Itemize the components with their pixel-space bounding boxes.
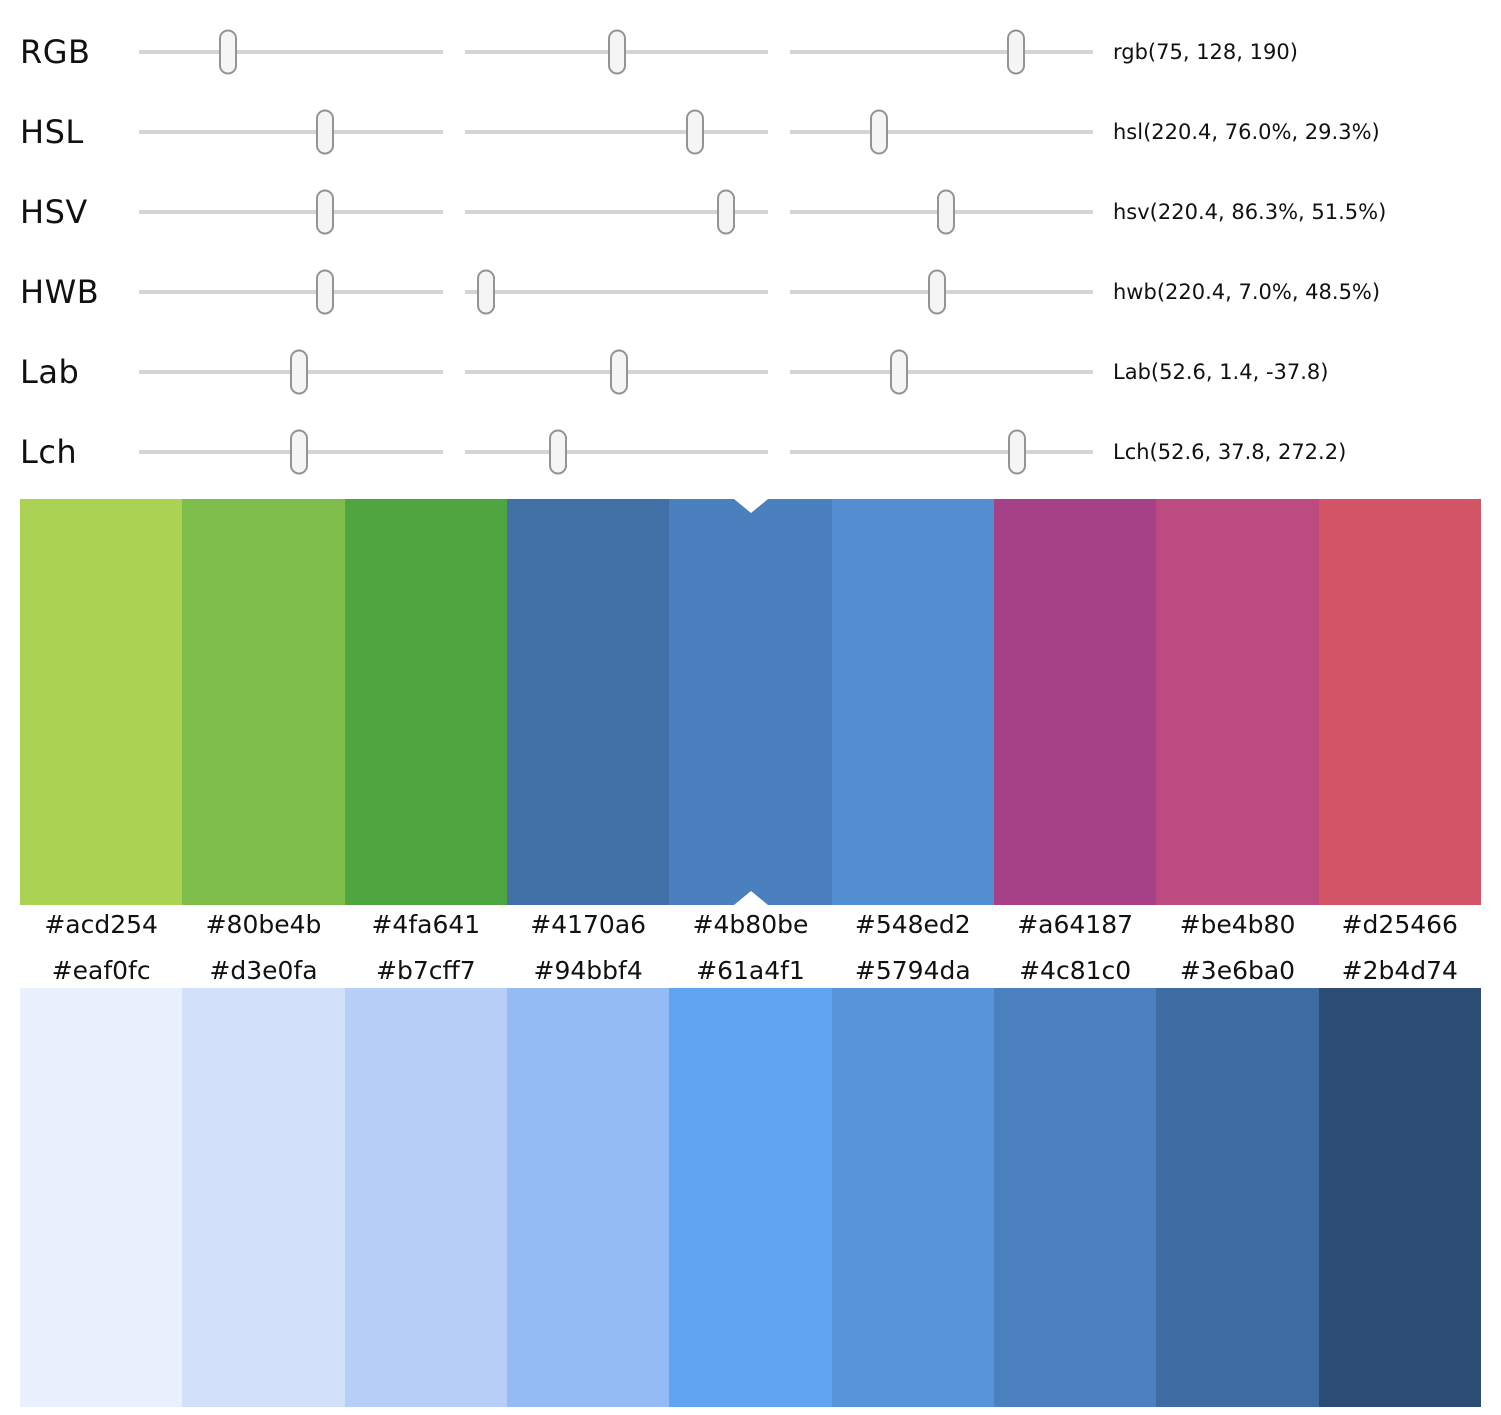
hsl-channel2-thumb[interactable] — [686, 109, 705, 155]
hex-label: #4fa641 — [371, 910, 481, 939]
hex-label: #a64187 — [1017, 910, 1134, 939]
hsl-channel1-thumb[interactable] — [316, 109, 335, 155]
hex-label: #4c81c0 — [1019, 956, 1132, 985]
hsl-channel1-track[interactable] — [139, 109, 443, 155]
colorspace-label-hsl: HSL — [20, 113, 84, 151]
lch-channel1-track[interactable] — [139, 429, 443, 475]
colorspace-label-hsv: HSV — [20, 193, 88, 231]
hex-label: #3e6ba0 — [1179, 956, 1296, 985]
colorspace-label-rgb: RGB — [20, 33, 91, 71]
shade-swatch-4[interactable] — [506, 988, 670, 1407]
hsv-value-text: hsv(220.4, 86.3%, 51.5%) — [1113, 200, 1387, 224]
hue-swatch-6[interactable] — [831, 499, 994, 905]
hue-palette — [20, 499, 1481, 905]
colorspace-label-hwb: HWB — [20, 273, 100, 311]
lab-channel2-track[interactable] — [465, 349, 768, 395]
hue-swatch-1[interactable] — [20, 499, 183, 905]
hex-label: #94bbf4 — [533, 956, 643, 985]
hsv-channel2-track[interactable] — [465, 189, 768, 235]
hwb-channel3-thumb[interactable] — [927, 269, 946, 315]
hwb-channel2-track[interactable] — [465, 269, 768, 315]
slider-row-lab: Lab Lab(52.6, 1.4, -37.8) — [0, 332, 1501, 412]
rgb-channel2-thumb[interactable] — [608, 29, 627, 75]
shade-swatch-2[interactable] — [182, 988, 345, 1407]
hex-label: #be4b80 — [1179, 910, 1296, 939]
shade-palette — [20, 988, 1481, 1407]
hue-hex-label-row: #acd254 #80be4b #4fa641 #4170a6 #4b80be … — [20, 910, 1481, 940]
shade-swatch-6[interactable] — [831, 988, 994, 1407]
lch-value-text: Lch(52.6, 37.8, 272.2) — [1113, 440, 1347, 464]
lch-channel2-track[interactable] — [465, 429, 768, 475]
hex-label: #acd254 — [44, 910, 158, 939]
shade-swatch-3[interactable] — [344, 988, 507, 1407]
slider-row-lch: Lch Lch(52.6, 37.8, 272.2) — [0, 412, 1501, 492]
slider-row-hwb: HWB hwb(220.4, 7.0%, 48.5%) — [0, 252, 1501, 332]
hwb-value-text: hwb(220.4, 7.0%, 48.5%) — [1113, 280, 1381, 304]
shade-swatch-9[interactable] — [1318, 988, 1481, 1407]
hsl-channel3-thumb[interactable] — [869, 109, 888, 155]
shade-swatch-1[interactable] — [20, 988, 183, 1407]
selection-notch-bottom-icon — [734, 891, 768, 905]
hue-swatch-2[interactable] — [182, 499, 345, 905]
hex-label: #d3e0fa — [209, 956, 318, 985]
hwb-channel1-thumb[interactable] — [316, 269, 335, 315]
lab-channel3-thumb[interactable] — [890, 349, 909, 395]
shade-swatch-5[interactable] — [669, 988, 832, 1407]
lab-channel1-thumb[interactable] — [289, 349, 308, 395]
rgb-channel1-track[interactable] — [139, 29, 443, 75]
hsv-channel3-track[interactable] — [790, 189, 1093, 235]
rgb-channel3-track[interactable] — [790, 29, 1093, 75]
hex-label: #61a4f1 — [696, 956, 805, 985]
lab-channel1-track[interactable] — [139, 349, 443, 395]
shade-swatch-8[interactable] — [1156, 988, 1319, 1407]
lch-channel2-thumb[interactable] — [549, 429, 568, 475]
lch-channel3-thumb[interactable] — [1007, 429, 1026, 475]
hsl-value-text: hsl(220.4, 76.0%, 29.3%) — [1113, 120, 1380, 144]
hex-label: #4170a6 — [530, 910, 647, 939]
hex-label: #d25466 — [1341, 910, 1458, 939]
lab-value-text: Lab(52.6, 1.4, -37.8) — [1113, 360, 1329, 384]
hsv-channel1-track[interactable] — [139, 189, 443, 235]
hex-label: #2b4d74 — [1341, 956, 1458, 985]
hue-swatch-5-selected[interactable] — [669, 499, 832, 905]
rgb-channel3-thumb[interactable] — [1006, 29, 1025, 75]
hue-swatch-3[interactable] — [344, 499, 507, 905]
hwb-channel2-thumb[interactable] — [477, 269, 496, 315]
lab-channel2-thumb[interactable] — [609, 349, 628, 395]
rgb-value-text: rgb(75, 128, 190) — [1113, 40, 1298, 64]
hwb-channel3-track[interactable] — [790, 269, 1093, 315]
rgb-channel2-track[interactable] — [465, 29, 768, 75]
lab-channel3-track[interactable] — [790, 349, 1093, 395]
hsl-channel2-track[interactable] — [465, 109, 768, 155]
hue-swatch-4[interactable] — [506, 499, 670, 905]
hue-swatch-9[interactable] — [1318, 499, 1481, 905]
hue-swatch-8[interactable] — [1156, 499, 1319, 905]
hwb-channel1-track[interactable] — [139, 269, 443, 315]
hex-label: #548ed2 — [854, 910, 971, 939]
shade-swatch-7[interactable] — [993, 988, 1157, 1407]
lch-channel1-thumb[interactable] — [289, 429, 308, 475]
shade-hex-label-row: #eaf0fc #d3e0fa #b7cff7 #94bbf4 #61a4f1 … — [20, 956, 1481, 986]
slider-row-rgb: RGB rgb(75, 128, 190) — [0, 12, 1501, 92]
hsv-channel2-thumb[interactable] — [717, 189, 736, 235]
rgb-channel1-thumb[interactable] — [219, 29, 238, 75]
hex-label: #eaf0fc — [51, 956, 151, 985]
colorspace-label-lch: Lch — [20, 433, 78, 471]
hsv-channel3-thumb[interactable] — [937, 189, 956, 235]
hex-label: #4b80be — [692, 910, 809, 939]
hsl-channel3-track[interactable] — [790, 109, 1093, 155]
lch-channel3-track[interactable] — [790, 429, 1093, 475]
hex-label: #b7cff7 — [376, 956, 476, 985]
hex-label: #80be4b — [205, 910, 322, 939]
slider-row-hsv: HSV hsv(220.4, 86.3%, 51.5%) — [0, 172, 1501, 252]
hsv-channel1-thumb[interactable] — [316, 189, 335, 235]
slider-row-hsl: HSL hsl(220.4, 76.0%, 29.3%) — [0, 92, 1501, 172]
hue-swatch-7[interactable] — [993, 499, 1157, 905]
hex-label: #5794da — [854, 956, 971, 985]
colorspace-label-lab: Lab — [20, 353, 80, 391]
selection-notch-top-icon — [734, 499, 768, 513]
